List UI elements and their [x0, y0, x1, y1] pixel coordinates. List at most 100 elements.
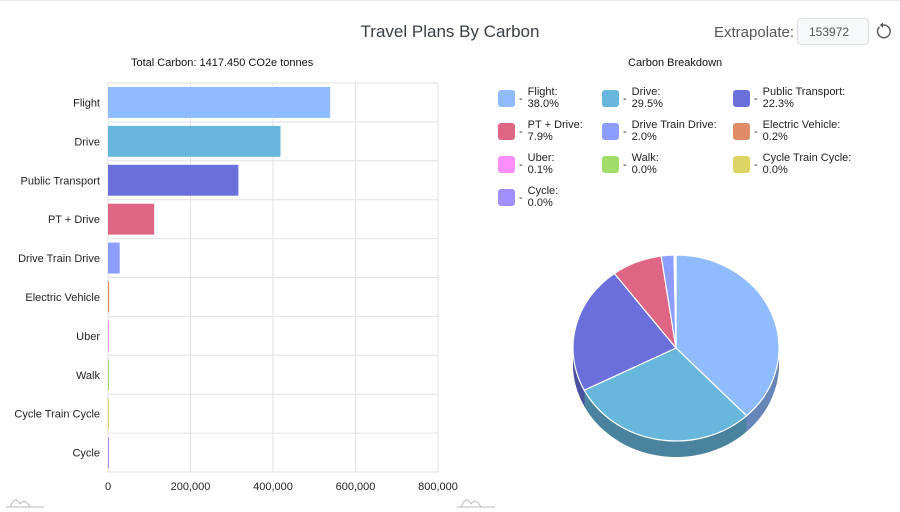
legend-item[interactable]: - PT + Drive: 7.9% — [498, 119, 583, 143]
bar-electric-vehicle — [108, 281, 110, 313]
legend-swatch — [498, 90, 515, 107]
legend-separator: - — [519, 159, 523, 171]
x-tick-label: 800,000 — [418, 481, 458, 493]
page-title: Travel Plans By Carbon — [360, 22, 540, 41]
legend-separator: - — [623, 93, 627, 105]
pie-slice — [675, 254, 780, 417]
legend-separator: - — [754, 159, 758, 171]
legend-text: Public Transport: 22.3% — [763, 86, 846, 110]
legend-swatch — [498, 156, 515, 173]
legend-percent: 38.0% — [527, 98, 559, 110]
legend-item[interactable]: - Flight: 38.0% — [498, 86, 559, 110]
legend-percent: 29.5% — [631, 98, 663, 110]
y-category-label: PT + Drive — [48, 214, 100, 226]
y-category-label: Public Transport — [21, 175, 100, 187]
legend-item[interactable]: - Drive Train Drive: 2.0% — [602, 119, 717, 143]
bar-pt-drive — [108, 203, 155, 235]
legend-swatch — [498, 189, 515, 206]
x-tick-label: 200,000 — [171, 481, 211, 493]
top-divider — [0, 0, 900, 1]
legend-label: PT + Drive: — [527, 119, 583, 131]
y-category-label: Flight — [73, 97, 100, 109]
legend-separator: - — [623, 126, 627, 138]
y-category-label: Cycle Train Cycle — [14, 409, 100, 421]
legend-swatch — [733, 90, 750, 107]
legend-item[interactable]: - Walk: 0.0% — [602, 152, 659, 176]
legend-item[interactable]: - Uber: 0.1% — [498, 152, 555, 176]
legend-separator: - — [754, 93, 758, 105]
legend-label: Drive: — [631, 86, 661, 98]
legend-percent: 7.9% — [527, 131, 553, 143]
y-category-label: Drive — [74, 136, 100, 148]
legend-percent: 22.3% — [762, 98, 794, 110]
legend-text: Drive Train Drive: 2.0% — [632, 119, 717, 143]
x-tick-label: 400,000 — [253, 481, 293, 493]
legend-label: Cycle: — [527, 185, 559, 197]
extrapolate-input[interactable]: 153972 — [797, 18, 869, 45]
legend-percent: 0.1% — [527, 164, 553, 176]
pie-slice — [674, 254, 677, 349]
bar-walk — [108, 359, 109, 391]
bar-flight — [108, 87, 331, 118]
legend-item[interactable]: - Public Transport: 22.3% — [733, 86, 845, 110]
bar-drive — [108, 125, 281, 157]
legend-percent: 0.0% — [631, 164, 657, 176]
legend-item[interactable]: - Cycle Train Cycle: 0.0% — [733, 152, 851, 176]
legend-text: Drive: 29.5% — [632, 86, 663, 110]
legend-label: Public Transport: — [762, 86, 846, 98]
pie-chart — [572, 254, 780, 457]
legend-label: Drive Train Drive: — [631, 119, 717, 131]
legend-separator: - — [623, 159, 627, 171]
legend-swatch — [498, 123, 515, 140]
extrapolate-label: Extrapolate: — [714, 24, 795, 41]
x-tick-label: 600,000 — [336, 481, 376, 493]
bar-chart-title: Total Carbon: 1417.450 CO2e tonnes — [131, 57, 314, 69]
legend-percent: 0.2% — [762, 131, 788, 143]
legend-label: Walk: — [631, 152, 659, 164]
y-category-label: Cycle — [72, 448, 100, 460]
legend-label: Uber: — [527, 152, 555, 164]
legend-separator: - — [519, 126, 523, 138]
bar-drive-train-drive — [108, 242, 120, 274]
y-category-label: Uber — [76, 331, 100, 343]
legend-swatch — [602, 123, 619, 140]
y-category-label: Drive Train Drive — [18, 253, 100, 265]
legend-item[interactable]: - Electric Vehicle: 0.2% — [733, 119, 840, 143]
bar-cycle — [108, 437, 109, 468]
chart-thumbnail-icon — [6, 499, 44, 508]
legend-item[interactable]: - Drive: 29.5% — [602, 86, 663, 110]
legend-percent: 0.0% — [762, 164, 788, 176]
legend-swatch — [602, 90, 619, 107]
pie-chart-title: Carbon Breakdown — [628, 57, 723, 69]
reset-icon[interactable] — [874, 22, 892, 40]
legend-percent: 0.0% — [527, 197, 553, 209]
legend-swatch — [733, 123, 750, 140]
y-category-label: Walk — [76, 370, 101, 382]
legend-text: Uber: 0.1% — [528, 152, 555, 176]
y-category-label: Electric Vehicle — [25, 292, 100, 304]
x-tick-label: 0 — [105, 481, 111, 493]
legend-separator: - — [519, 93, 523, 105]
pie-slice — [583, 347, 748, 442]
legend-text: Cycle Train Cycle: 0.0% — [763, 152, 852, 176]
legend-separator: - — [754, 126, 758, 138]
legend-label: Electric Vehicle: — [762, 119, 841, 131]
bar-uber — [108, 320, 109, 352]
legend-text: Walk: 0.0% — [632, 152, 659, 176]
legend-label: Flight: — [527, 86, 558, 98]
chart-thumbnail-icon — [457, 499, 495, 508]
legend-text: Flight: 38.0% — [528, 86, 559, 110]
bar-chart: 0 200,000 400,000 600,000 800,000 Flight Drive… — [14, 82, 458, 493]
bar-public-transport — [108, 164, 239, 196]
bar-cycle-train-cycle — [108, 398, 109, 430]
legend-text: Electric Vehicle: 0.2% — [763, 119, 841, 143]
legend-separator: - — [519, 192, 523, 204]
pie-slice — [572, 272, 677, 391]
legend-swatch — [602, 156, 619, 173]
legend-swatch — [733, 156, 750, 173]
legend-percent: 2.0% — [631, 131, 657, 143]
legend-text: PT + Drive: 7.9% — [528, 119, 583, 143]
legend-text: Cycle: 0.0% — [528, 185, 559, 209]
legend-label: Cycle Train Cycle: — [762, 152, 852, 164]
legend-item[interactable]: - Cycle: 0.0% — [498, 185, 558, 209]
